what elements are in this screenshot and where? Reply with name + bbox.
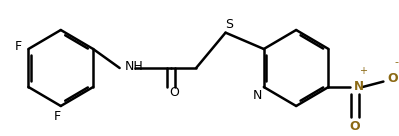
Text: O: O — [350, 120, 360, 133]
Text: F: F — [53, 110, 60, 123]
Text: +: + — [359, 66, 367, 76]
Text: NH: NH — [124, 60, 143, 73]
Text: N: N — [253, 89, 263, 102]
Text: S: S — [225, 18, 233, 31]
Text: N: N — [354, 81, 364, 94]
Text: -: - — [395, 58, 399, 67]
Text: F: F — [15, 40, 22, 53]
Text: O: O — [387, 72, 398, 85]
Text: O: O — [169, 86, 179, 99]
